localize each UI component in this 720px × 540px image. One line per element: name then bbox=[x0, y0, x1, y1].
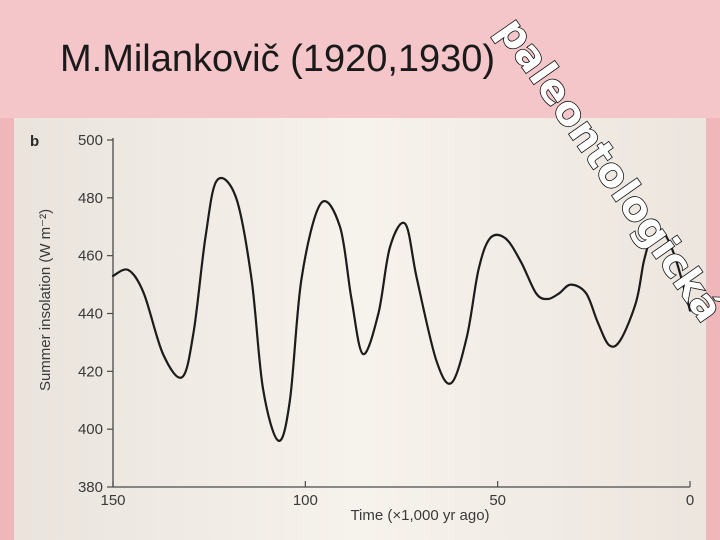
y-tick-label: 440 bbox=[78, 306, 103, 323]
photo-left-edge bbox=[0, 118, 14, 540]
y-tick-label: 460 bbox=[78, 248, 103, 265]
insolation-series-line bbox=[111, 176, 692, 442]
x-tick-label: 0 bbox=[686, 492, 694, 509]
x-axis-title: Time (×1,000 yr ago) bbox=[350, 507, 489, 524]
panel-letter: b bbox=[30, 133, 39, 150]
chart-series bbox=[111, 176, 692, 442]
y-tick-label: 380 bbox=[78, 479, 103, 496]
y-tick-label: 480 bbox=[78, 190, 103, 207]
x-tick-label: 150 bbox=[100, 492, 125, 509]
x-tick-label: 100 bbox=[293, 492, 318, 509]
photo-right-edge bbox=[706, 118, 720, 540]
x-tick-label: 50 bbox=[489, 492, 506, 509]
y-tick-label: 400 bbox=[78, 421, 103, 438]
y-axis-title: Summer insolation (W m⁻²) bbox=[37, 209, 54, 391]
y-tick-label: 500 bbox=[78, 132, 103, 149]
y-tick-label: 420 bbox=[78, 363, 103, 380]
slide-title: M.Milankovič (1920,1930) bbox=[60, 38, 496, 80]
title-band: M.Milankovič (1920,1930) bbox=[0, 0, 720, 118]
